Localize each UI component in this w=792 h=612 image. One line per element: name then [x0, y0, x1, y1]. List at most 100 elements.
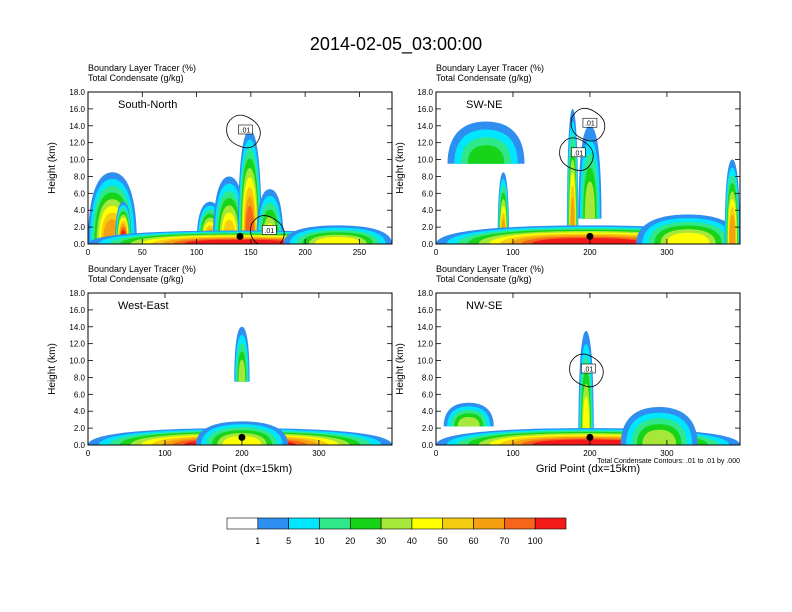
x-tick-label: 300: [660, 449, 674, 458]
x-tick-label: 100: [190, 248, 204, 257]
tracer-blob: [237, 130, 262, 244]
tracer-blob: [234, 326, 250, 382]
tracer-blob: [636, 214, 740, 244]
y-tick-label: 12.0: [69, 139, 85, 148]
y-tick-label: 14.0: [417, 323, 433, 332]
x-tick-label: 200: [235, 449, 249, 458]
panel-label: SW-NE: [466, 99, 502, 111]
x-tick-label: 100: [506, 248, 520, 257]
tracer-blob: [447, 121, 525, 164]
colorbar-label: 60: [469, 536, 479, 546]
x-axis-label: Grid Point (dx=15km): [536, 463, 640, 475]
y-tick-label: 8.0: [422, 172, 434, 181]
x-tick-label: 50: [138, 248, 147, 257]
colorbar-label: 1: [255, 536, 260, 546]
colorbar-label: 50: [438, 536, 448, 546]
x-tick-label: 100: [158, 449, 172, 458]
y-tick-label: 4.0: [74, 407, 86, 416]
colorbar-swatch: [349, 517, 382, 530]
y-tick-label: 0.0: [422, 240, 434, 249]
panel-frame: [435, 292, 741, 446]
location-marker: [586, 433, 594, 441]
x-tick-label: 0: [86, 449, 91, 458]
panel-label: West-East: [118, 300, 169, 312]
contour-label: .01: [584, 367, 594, 374]
x-tick-label: 150: [244, 248, 258, 257]
contour-label-box: [581, 363, 596, 374]
contour-label: .01: [574, 150, 584, 157]
y-axis-label: Height (km): [47, 142, 58, 194]
panel-title-line1: Boundary Layer Tracer (%): [436, 63, 544, 73]
colorbar-swatch: [442, 517, 474, 530]
x-tick-label: 250: [353, 248, 367, 257]
y-tick-label: 6.0: [422, 390, 434, 399]
panel-title-line2: Total Condensate (g/kg): [436, 73, 532, 83]
contour-label-box: [262, 225, 277, 235]
contour-label: .01: [241, 128, 251, 135]
y-tick-label: 0.0: [74, 240, 86, 249]
colorbar-label: 10: [314, 536, 324, 546]
y-tick-label: 4.0: [74, 206, 86, 215]
y-tick-label: 18.0: [69, 88, 85, 97]
y-tick-label: 16.0: [417, 105, 433, 114]
plot-area: .01 .01: [436, 92, 740, 244]
colorbar-label: 30: [376, 536, 386, 546]
plot-area: .01: [436, 293, 740, 445]
colorbar-swatch: [534, 517, 567, 530]
y-axis-label: Height (km): [395, 142, 406, 194]
colorbar-swatch: [380, 517, 413, 530]
y-tick-label: 2.0: [422, 424, 434, 433]
x-tick-label: 0: [434, 449, 439, 458]
y-tick-label: 8.0: [74, 172, 86, 181]
colorbar-swatch: [411, 517, 444, 530]
y-tick-label: 4.0: [422, 206, 434, 215]
panel-title-line2: Total Condensate (g/kg): [88, 274, 184, 284]
tracer-blob: [578, 125, 602, 219]
panel-title-line2: Total Condensate (g/kg): [436, 274, 532, 284]
plot-area: [88, 293, 392, 445]
tracer-blob: [283, 225, 392, 244]
x-tick-label: 200: [298, 248, 312, 257]
y-tick-label: 12.0: [417, 139, 433, 148]
contour-label-box: [582, 117, 598, 128]
y-tick-label: 10.0: [69, 156, 85, 165]
x-tick-label: 200: [583, 449, 597, 458]
figure-title: 2014-02-05_03:00:00: [310, 34, 482, 55]
location-marker: [236, 232, 244, 240]
colorbar-swatch: [473, 517, 505, 530]
x-axis-label: Grid Point (dx=15km): [188, 463, 292, 475]
y-tick-label: 4.0: [422, 407, 434, 416]
contour-label: .01: [264, 228, 274, 235]
condensate-contour: [569, 353, 604, 388]
colorbar-label: 40: [407, 536, 417, 546]
colorbar-label: 100: [528, 536, 543, 546]
colorbar-label: 5: [286, 536, 291, 546]
y-axis-label: Height (km): [47, 343, 58, 395]
y-tick-label: 6.0: [74, 189, 86, 198]
colorbar-label: 70: [499, 536, 509, 546]
colorbar-swatch: [504, 517, 536, 530]
condensate-contour: [559, 137, 594, 171]
x-tick-label: 200: [583, 248, 597, 257]
panel-frame: [87, 91, 393, 245]
y-tick-label: 14.0: [69, 323, 85, 332]
panel-nw-se: Boundary Layer Tracer (%)Total Condensat…: [395, 264, 741, 475]
x-tick-label: 0: [86, 248, 91, 257]
contour-footnote: Total Condensate Contours: .01 to .01 by…: [597, 458, 740, 465]
panel-west-east: Boundary Layer Tracer (%)Total Condensat…: [47, 264, 393, 475]
y-tick-label: 12.0: [69, 340, 85, 349]
x-tick-label: 0: [434, 248, 439, 257]
y-tick-label: 6.0: [74, 390, 86, 399]
colorbar-swatch: [257, 517, 289, 530]
y-tick-label: 10.0: [417, 357, 433, 366]
y-tick-label: 10.0: [417, 156, 433, 165]
y-tick-label: 0.0: [74, 441, 86, 450]
location-marker: [586, 232, 594, 240]
y-tick-label: 6.0: [422, 189, 434, 198]
contour-label: .01: [585, 121, 595, 128]
tracer-blob: [443, 402, 494, 427]
tracer-blob: [620, 407, 698, 445]
y-axis-label: Height (km): [395, 343, 406, 395]
contour-label-box: [238, 124, 253, 135]
